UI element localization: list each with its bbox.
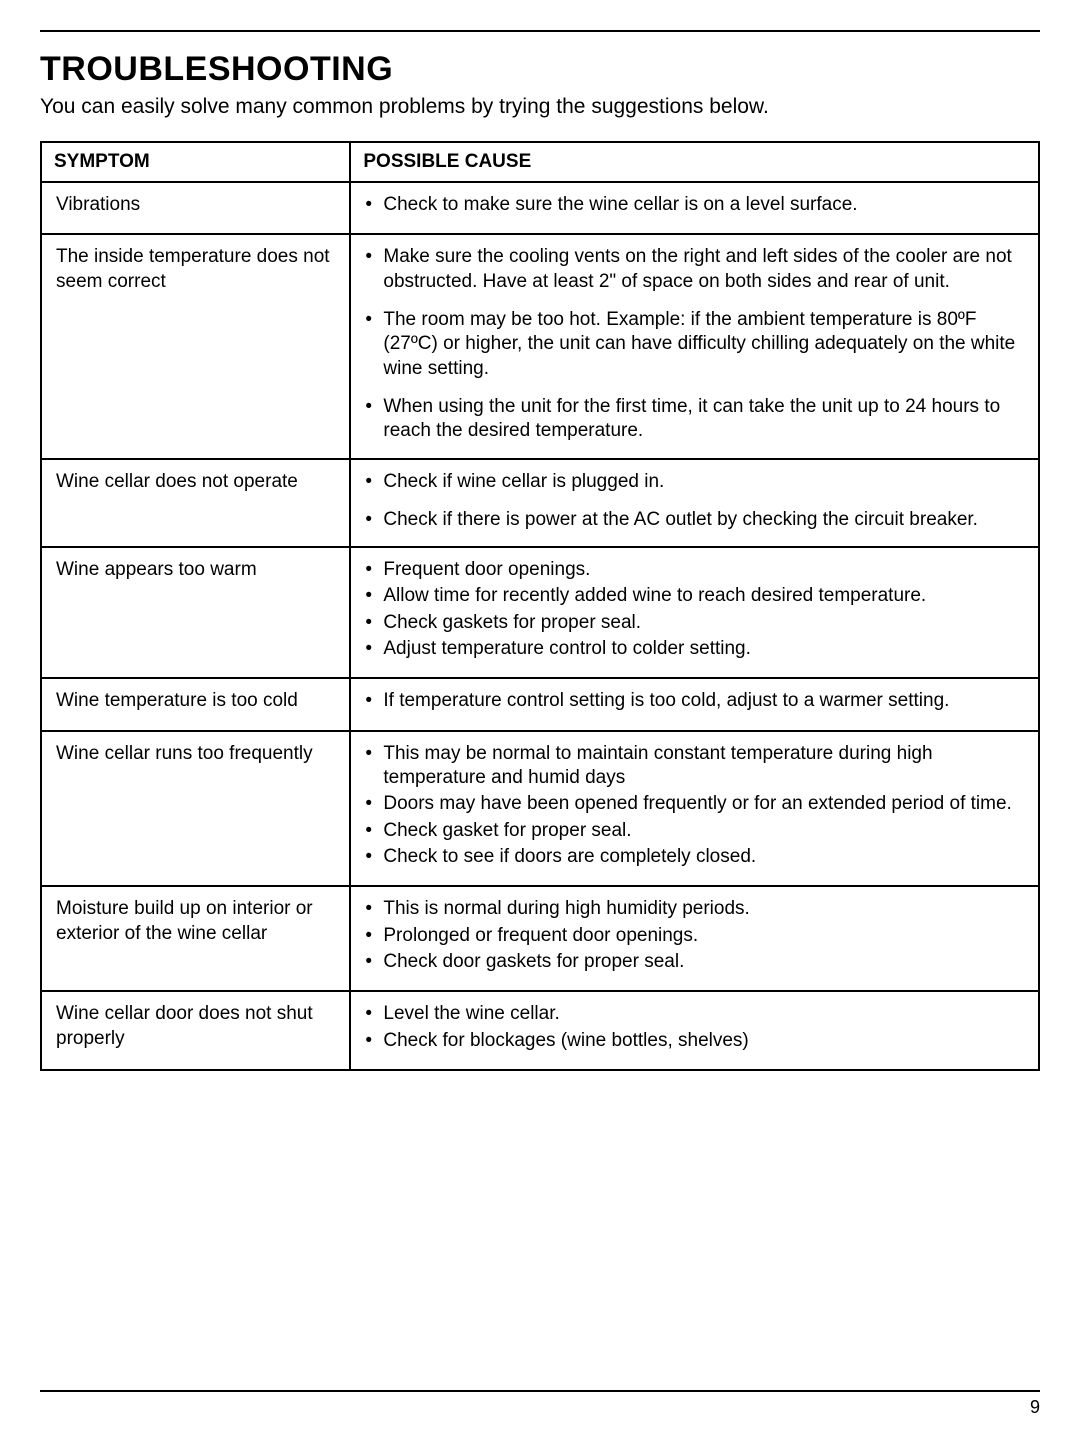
- cause-item: This may be normal to maintain constant …: [365, 742, 1024, 791]
- table-row: Wine cellar runs too frequently This may …: [41, 731, 1039, 887]
- symptom-cell: Wine temperature is too cold: [41, 678, 350, 730]
- cause-item: Adjust temperature control to colder set…: [365, 637, 1024, 661]
- cause-cell: Level the wine cellar. Check for blockage…: [350, 991, 1039, 1070]
- cause-item: Check gaskets for proper seal.: [365, 611, 1024, 635]
- header-symptom: SYMPTOM: [41, 142, 350, 182]
- symptom-cell: The inside temperature does not seem cor…: [41, 234, 350, 458]
- cause-list: If temperature control setting is too co…: [365, 689, 1024, 713]
- cause-item: When using the unit for the first time, …: [365, 395, 1024, 444]
- table-row: Wine cellar door does not shut properly L…: [41, 991, 1039, 1070]
- troubleshooting-table: SYMPTOM POSSIBLE CAUSE Vibrations Check t…: [40, 141, 1040, 1071]
- cause-item: Check door gaskets for proper seal.: [365, 950, 1024, 974]
- cause-list: Frequent door openings.Allow time for re…: [365, 558, 1024, 661]
- cause-item: Allow time for recently added wine to re…: [365, 584, 1024, 608]
- cause-item: Doors may have been opened frequently or…: [365, 792, 1024, 816]
- symptom-cell: Vibrations: [41, 182, 350, 234]
- cause-item: If temperature control setting is too co…: [365, 689, 1024, 713]
- cause-cell: Check if wine cellar is plugged in. Check…: [350, 459, 1039, 548]
- table-row: Wine appears too warmFrequent door openi…: [41, 547, 1039, 678]
- cause-item: Check if there is power at the AC outlet…: [365, 508, 1024, 532]
- table-row: Moisture build up on interior or exterio…: [41, 886, 1039, 991]
- top-rule: [40, 30, 1040, 32]
- cause-list: Check if wine cellar is plugged in. Check…: [365, 470, 1024, 533]
- cause-cell: Check to make sure the wine cellar is on…: [350, 182, 1039, 234]
- cause-cell: This may be normal to maintain constant …: [350, 731, 1039, 887]
- cause-list: This may be normal to maintain constant …: [365, 742, 1024, 870]
- cause-item: Check to see if doors are completely clo…: [365, 845, 1024, 869]
- table-row: The inside temperature does not seem cor…: [41, 234, 1039, 458]
- cause-cell: Make sure the cooling vents on the right…: [350, 234, 1039, 458]
- symptom-cell: Wine cellar runs too frequently: [41, 731, 350, 887]
- table-row: Wine temperature is too cold If temperatu…: [41, 678, 1039, 730]
- cause-list: Level the wine cellar. Check for blockage…: [365, 1002, 1024, 1053]
- cause-list: Check to make sure the wine cellar is on…: [365, 193, 1024, 217]
- cause-list: This is normal during high humidity peri…: [365, 897, 1024, 974]
- cause-cell: If temperature control setting is too co…: [350, 678, 1039, 730]
- cause-item: Make sure the cooling vents on the right…: [365, 245, 1024, 294]
- cause-cell: This is normal during high humidity peri…: [350, 886, 1039, 991]
- symptom-cell: Moisture build up on interior or exterio…: [41, 886, 350, 991]
- cause-item: Check to make sure the wine cellar is on…: [365, 193, 1024, 217]
- cause-item: The room may be too hot. Example: if the…: [365, 308, 1024, 381]
- cause-item: Check for blockages (wine bottles, shelv…: [365, 1029, 1024, 1053]
- symptom-cell: Wine cellar does not operate: [41, 459, 350, 548]
- cause-item: Level the wine cellar.: [365, 1002, 1024, 1026]
- bottom-rule: [40, 1390, 1040, 1392]
- cause-item: This is normal during high humidity peri…: [365, 897, 1024, 921]
- cause-item: Check if wine cellar is plugged in.: [365, 470, 1024, 494]
- table-row: Wine cellar does not operateCheck if win…: [41, 459, 1039, 548]
- cause-cell: Frequent door openings.Allow time for re…: [350, 547, 1039, 678]
- table-row: Vibrations Check to make sure the wine ce…: [41, 182, 1039, 234]
- page-title: TROUBLESHOOTING: [40, 50, 1040, 89]
- cause-item: Frequent door openings.: [365, 558, 1024, 582]
- cause-item: Check gasket for proper seal.: [365, 819, 1024, 843]
- header-cause: POSSIBLE CAUSE: [350, 142, 1039, 182]
- page-number: 9: [1030, 1397, 1040, 1418]
- symptom-cell: Wine appears too warm: [41, 547, 350, 678]
- cause-item: Prolonged or frequent door openings.: [365, 924, 1024, 948]
- symptom-cell: Wine cellar door does not shut properly: [41, 991, 350, 1070]
- table-header-row: SYMPTOM POSSIBLE CAUSE: [41, 142, 1039, 182]
- cause-list: Make sure the cooling vents on the right…: [365, 245, 1024, 443]
- intro-text: You can easily solve many common problem…: [40, 95, 1040, 119]
- page: TROUBLESHOOTING You can easily solve man…: [0, 0, 1080, 1440]
- table-body: Vibrations Check to make sure the wine ce…: [41, 182, 1039, 1070]
